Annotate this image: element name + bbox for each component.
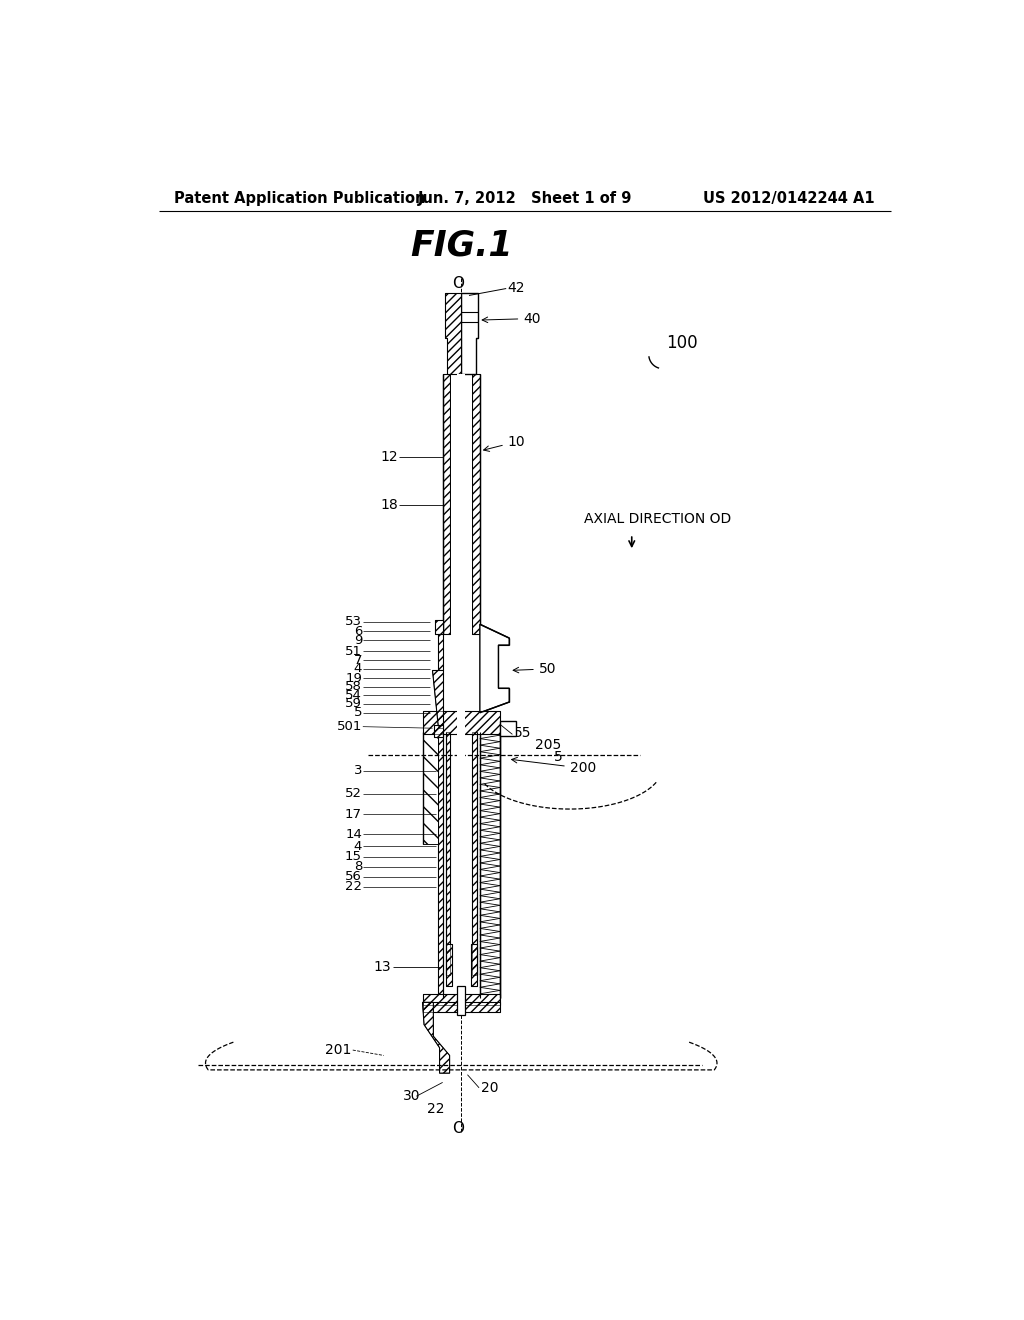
Text: 201: 201	[325, 1043, 351, 1057]
Text: 200: 200	[512, 758, 596, 775]
Polygon shape	[480, 624, 509, 713]
Text: AXIAL DIRECTION OD: AXIAL DIRECTION OD	[584, 512, 731, 525]
Text: Patent Application Publication: Patent Application Publication	[174, 191, 426, 206]
Text: 12: 12	[380, 450, 397, 465]
Text: 56: 56	[345, 870, 362, 883]
Text: US 2012/0142244 A1: US 2012/0142244 A1	[703, 191, 876, 206]
Text: 42: 42	[508, 281, 525, 294]
Text: 40: 40	[482, 312, 541, 326]
Polygon shape	[438, 635, 442, 671]
Text: 51: 51	[345, 644, 362, 657]
Polygon shape	[458, 986, 465, 1015]
Polygon shape	[500, 721, 515, 737]
Text: 58: 58	[345, 680, 362, 693]
Polygon shape	[471, 944, 477, 986]
Polygon shape	[435, 620, 442, 635]
Text: 7: 7	[353, 653, 362, 667]
Text: O: O	[453, 276, 464, 292]
Text: 5: 5	[554, 751, 563, 764]
Polygon shape	[423, 733, 438, 843]
Text: 9: 9	[353, 634, 362, 647]
Text: O: O	[453, 1121, 464, 1137]
Text: 19: 19	[345, 672, 362, 685]
Polygon shape	[442, 374, 451, 635]
Polygon shape	[480, 733, 500, 998]
Polygon shape	[423, 1002, 450, 1073]
Text: 20: 20	[480, 1081, 498, 1094]
Text: 22: 22	[345, 880, 362, 894]
Text: 8: 8	[353, 861, 362, 874]
Text: 100: 100	[667, 334, 698, 352]
Polygon shape	[472, 374, 480, 635]
Text: 22: 22	[427, 1102, 444, 1117]
Text: 501: 501	[337, 721, 362, 733]
Polygon shape	[472, 733, 477, 974]
Polygon shape	[423, 1002, 500, 1011]
Polygon shape	[451, 374, 472, 635]
Text: 3: 3	[353, 764, 362, 777]
Text: 4: 4	[353, 840, 362, 853]
Text: 14: 14	[345, 828, 362, 841]
Text: 59: 59	[345, 697, 362, 710]
Text: Jun. 7, 2012   Sheet 1 of 9: Jun. 7, 2012 Sheet 1 of 9	[418, 191, 632, 206]
Text: 4: 4	[353, 663, 362, 676]
Text: 50: 50	[513, 661, 556, 676]
Text: 30: 30	[403, 1089, 421, 1104]
Polygon shape	[423, 994, 500, 1006]
Polygon shape	[461, 293, 477, 374]
Polygon shape	[445, 733, 451, 974]
Polygon shape	[445, 293, 461, 374]
Text: 54: 54	[345, 689, 362, 702]
Polygon shape	[454, 733, 469, 974]
Text: 6: 6	[353, 624, 362, 638]
Text: 205: 205	[535, 738, 561, 752]
Polygon shape	[438, 733, 442, 998]
Text: FIG.1: FIG.1	[410, 228, 512, 263]
Text: 18: 18	[380, 498, 397, 512]
Text: 55: 55	[514, 726, 531, 739]
Polygon shape	[423, 711, 500, 734]
Text: 53: 53	[345, 615, 362, 628]
Text: 17: 17	[345, 808, 362, 821]
Text: 52: 52	[345, 787, 362, 800]
Text: 13: 13	[374, 960, 391, 974]
Polygon shape	[432, 671, 442, 729]
Polygon shape	[458, 374, 465, 986]
Polygon shape	[434, 725, 442, 738]
Text: 15: 15	[345, 850, 362, 863]
Polygon shape	[445, 944, 452, 986]
Text: 5: 5	[353, 706, 362, 719]
Text: 10: 10	[483, 434, 525, 451]
